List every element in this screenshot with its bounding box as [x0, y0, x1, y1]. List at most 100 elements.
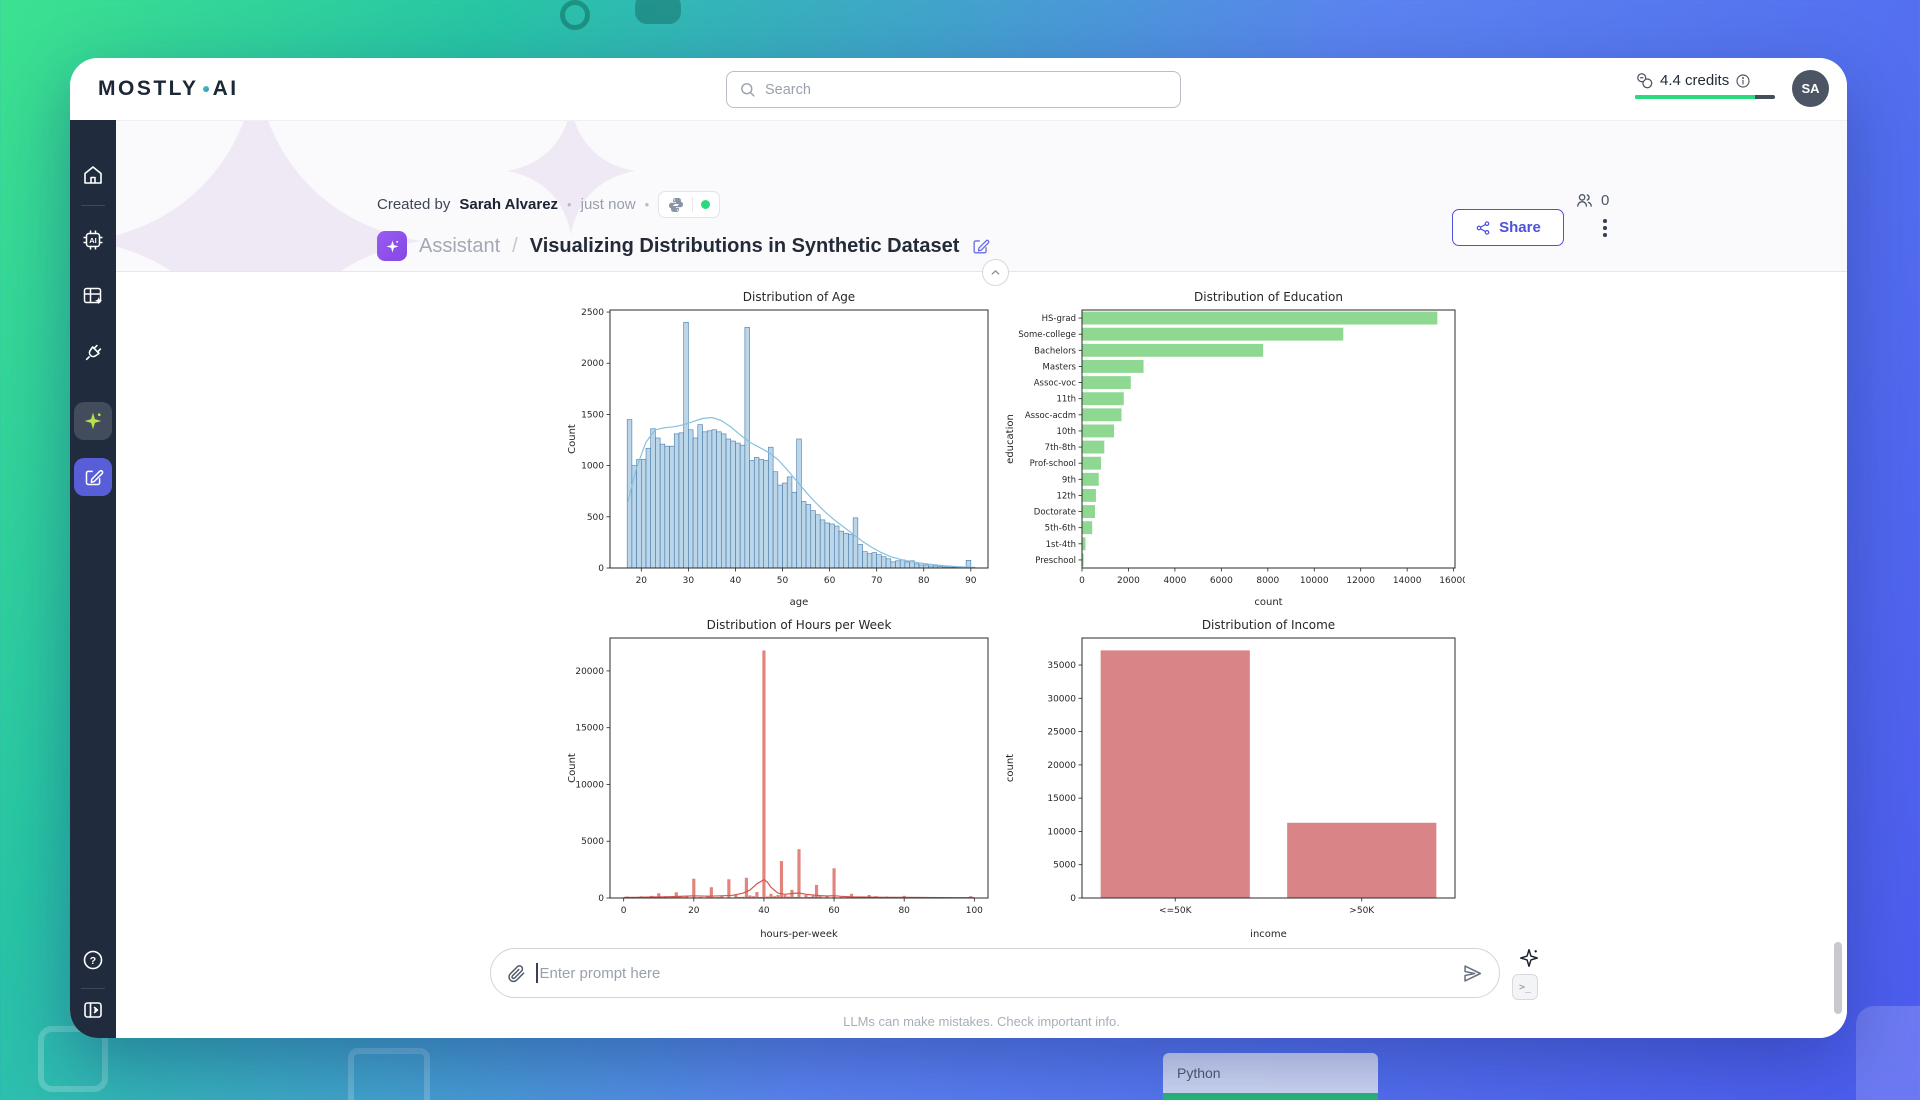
- sidebar-item-help[interactable]: ?: [81, 948, 105, 972]
- text-caret: [536, 963, 538, 983]
- svg-text:hours-per-week: hours-per-week: [760, 929, 838, 940]
- svg-text:4000: 4000: [1163, 576, 1186, 586]
- chart-distribution-of-age: Distribution of Age age Count 20 30 40 50 60 70 8…: [562, 284, 1012, 614]
- chart-distribution-of-income: Distribution of Income income count 0 5000 10…: [1000, 614, 1465, 946]
- svg-text:16000: 16000: [1439, 576, 1465, 586]
- svg-text:30000: 30000: [1047, 694, 1076, 704]
- svg-text:5000: 5000: [1053, 861, 1076, 871]
- search-bar[interactable]: [726, 71, 1181, 108]
- svg-text:15000: 15000: [575, 724, 604, 734]
- assistant-badge-sparkle-icon: [385, 239, 399, 253]
- disclaimer-text: LLMs can make mistakes. Check important …: [843, 1014, 1120, 1029]
- help-icon: ?: [83, 950, 103, 970]
- svg-text:age: age: [790, 597, 809, 608]
- svg-text:10000: 10000: [1300, 576, 1329, 586]
- svg-text:HS-grad: HS-grad: [1042, 314, 1076, 324]
- credits-widget[interactable]: 4.4 credits: [1635, 71, 1775, 99]
- svg-text:20: 20: [636, 576, 648, 586]
- svg-text:25000: 25000: [1047, 728, 1076, 738]
- top-header: MOSTLY AI 4.4 credits SA: [70, 58, 1847, 120]
- svg-text:Masters: Masters: [1043, 362, 1077, 372]
- svg-text:10000: 10000: [575, 780, 604, 790]
- collapse-section-button[interactable]: [982, 259, 1009, 286]
- people-icon: [1577, 193, 1592, 207]
- more-options-button[interactable]: [1590, 211, 1620, 245]
- svg-text:12th: 12th: [1056, 491, 1076, 501]
- viewers-number: 0: [1601, 192, 1610, 209]
- svg-text:11th: 11th: [1056, 395, 1076, 405]
- sidebar-item-datasets[interactable]: [81, 284, 105, 308]
- sparkle-decoration: [116, 121, 421, 271]
- sidebar-item-collapse[interactable]: [81, 998, 105, 1022]
- terminal-icon: >_: [1518, 981, 1532, 993]
- main-content: Created by Sarah Alvarez • just now • 0: [116, 120, 1847, 1038]
- svg-text:80: 80: [898, 906, 910, 916]
- collapse-sidebar-icon: [84, 1002, 102, 1018]
- sidebar-item-assistant-active[interactable]: [74, 402, 112, 440]
- status-dot: [701, 200, 711, 209]
- svg-text:Doctorate: Doctorate: [1034, 508, 1076, 518]
- background-python-chip: Python: [1163, 1053, 1378, 1093]
- sidebar-item-connectors[interactable]: [81, 341, 105, 365]
- logo-text-right: AI: [212, 77, 239, 100]
- svg-text:Assoc-acdm: Assoc-acdm: [1025, 411, 1076, 421]
- svg-text:500: 500: [587, 513, 604, 523]
- svg-text:60: 60: [824, 576, 836, 586]
- avatar[interactable]: SA: [1792, 70, 1829, 107]
- breadcrumb-assistant[interactable]: Assistant: [419, 234, 501, 257]
- svg-text:1st-4th: 1st-4th: [1046, 540, 1076, 550]
- chat-subheader: Created by Sarah Alvarez • just now • 0: [116, 120, 1847, 272]
- svg-text:0: 0: [598, 894, 604, 904]
- share-icon: [1476, 220, 1490, 235]
- sidebar-item-home[interactable]: [81, 163, 105, 187]
- language-status-badge[interactable]: [658, 191, 721, 218]
- scrollbar-thumb[interactable]: [1834, 942, 1842, 1014]
- meta-row: Created by Sarah Alvarez • just now •: [377, 191, 721, 218]
- home-icon: [84, 166, 102, 184]
- search-icon: [741, 83, 755, 97]
- sidebar-item-new-chat[interactable]: [74, 458, 112, 496]
- svg-text:8000: 8000: [1256, 576, 1279, 586]
- svg-text:20000: 20000: [575, 667, 604, 677]
- mostly-ai-logo[interactable]: MOSTLY AI: [98, 58, 239, 120]
- prompt-bar[interactable]: [490, 948, 1500, 998]
- chevron-up-icon: [991, 270, 1000, 275]
- svg-text:1000: 1000: [581, 462, 604, 472]
- svg-text:5th-6th: 5th-6th: [1045, 524, 1076, 534]
- svg-text:<=50K: <=50K: [1159, 906, 1193, 916]
- page-title: Visualizing Distributions in Synthetic D…: [529, 234, 960, 257]
- info-icon[interactable]: [1735, 73, 1751, 89]
- svg-text:0: 0: [1079, 576, 1085, 586]
- breadcrumb-separator: /: [512, 234, 518, 257]
- sparkle-decoration: [506, 121, 636, 236]
- svg-text:Preschool: Preschool: [1035, 556, 1076, 566]
- svg-text:Assoc-voc: Assoc-voc: [1034, 379, 1077, 389]
- terminal-button[interactable]: >_: [1512, 974, 1538, 1000]
- svg-text:AI: AI: [89, 236, 97, 245]
- svg-text:30: 30: [683, 576, 695, 586]
- svg-text:count: count: [1005, 754, 1016, 782]
- credits-progress-bar: [1635, 95, 1775, 99]
- title-row: Assistant / Visualizing Distributions in…: [377, 231, 990, 261]
- share-button[interactable]: Share: [1452, 209, 1564, 246]
- svg-text:2500: 2500: [581, 308, 604, 318]
- edit-title-icon[interactable]: [971, 237, 990, 256]
- search-input[interactable]: [765, 81, 1168, 98]
- svg-text:90: 90: [965, 576, 977, 586]
- background-ring-decoration: [560, 0, 590, 30]
- new-chat-icon: [85, 469, 103, 485]
- svg-text:0: 0: [1070, 894, 1076, 904]
- svg-text:Distribution of Income: Distribution of Income: [1202, 618, 1335, 632]
- credits-coins-icon: [1637, 73, 1653, 89]
- background-shape-decoration: [1856, 1006, 1920, 1100]
- sidebar-item-ai-models[interactable]: AI: [81, 228, 105, 252]
- send-icon[interactable]: [1462, 963, 1483, 984]
- prompt-input[interactable]: [539, 964, 1462, 982]
- attach-icon[interactable]: [507, 964, 526, 983]
- svg-text:50: 50: [777, 576, 789, 586]
- credits-label: 4.4 credits: [1660, 72, 1730, 89]
- magic-prompt-button[interactable]: [1518, 947, 1540, 969]
- svg-text:70: 70: [871, 576, 883, 586]
- author-name: Sarah Alvarez: [459, 196, 559, 213]
- svg-text:Distribution of Education: Distribution of Education: [1194, 290, 1343, 304]
